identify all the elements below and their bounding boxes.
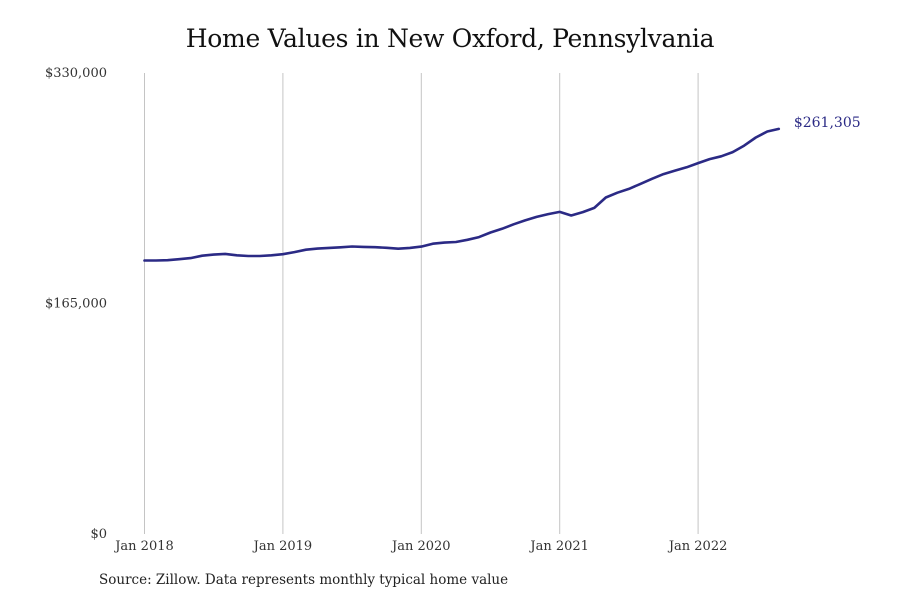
x-tick-label: Jan 2018 [113, 539, 174, 554]
x-tick-label: Jan 2021 [528, 539, 589, 554]
x-tick-label: Jan 2022 [667, 539, 728, 554]
x-tick-label: Jan 2019 [252, 539, 313, 554]
x-tick-label: Jan 2020 [390, 539, 451, 554]
end-value-label: $261,305 [794, 115, 861, 131]
y-tick-label: $0 [90, 527, 107, 542]
x-axis: Jan 2018 Jan 2019 Jan 2020 Jan 2021 Jan 2022 [113, 539, 727, 554]
y-tick-label: $330,000 [45, 66, 107, 81]
y-axis: $0 $165,000 $330,000 [45, 66, 107, 542]
source-note: Source: Zillow. Data represents monthly … [99, 572, 509, 588]
y-tick-label: $165,000 [45, 297, 107, 312]
gridlines [144, 73, 699, 534]
chart-title: Home Values in New Oxford, Pennsylvania [185, 24, 715, 53]
series-line [143, 127, 781, 262]
